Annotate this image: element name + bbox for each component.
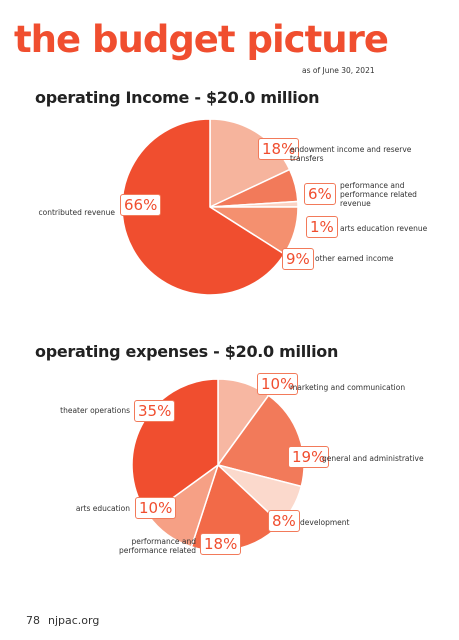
percent-label: 35% — [134, 400, 176, 422]
category-label: performance and performance related — [119, 537, 196, 555]
percent-label: 66% — [120, 194, 162, 216]
category-label: endowment income and reserve transfers — [290, 145, 412, 163]
page-number: 78 — [26, 614, 40, 627]
category-label: arts education revenue — [340, 224, 428, 233]
date: as of June 30, 2021 — [302, 66, 375, 75]
pie-slice — [209, 118, 291, 209]
site: njpac.org — [48, 614, 100, 627]
category-label: performance and performance related reve… — [340, 181, 417, 208]
chart-title: operating Income - $20.0 million — [35, 88, 320, 107]
percent-label: 10% — [257, 373, 299, 395]
category-label: development — [300, 518, 350, 527]
percent-label: 9% — [282, 248, 314, 270]
percent-label: 1% — [306, 216, 338, 238]
category-label: other earned income — [315, 254, 394, 263]
category-label: theater operations — [60, 406, 130, 415]
percent-label: 8% — [268, 510, 300, 532]
category-label: contributed revenue — [38, 208, 116, 217]
category-label: arts education — [75, 504, 130, 513]
category-label: general and administrative — [322, 454, 424, 463]
page-title: the budget picture — [14, 18, 389, 61]
pie-slice — [216, 394, 305, 488]
category-label: marketing and communication — [290, 383, 406, 392]
percent-label: 18% — [258, 138, 300, 160]
percent-label: 10% — [135, 497, 177, 519]
percent-label: 19% — [288, 446, 330, 468]
percent-label: 18% — [200, 533, 242, 555]
percent-label: 6% — [304, 183, 336, 205]
chart-title: operating expenses - $20.0 million — [35, 342, 339, 361]
pie-slice — [121, 118, 286, 296]
